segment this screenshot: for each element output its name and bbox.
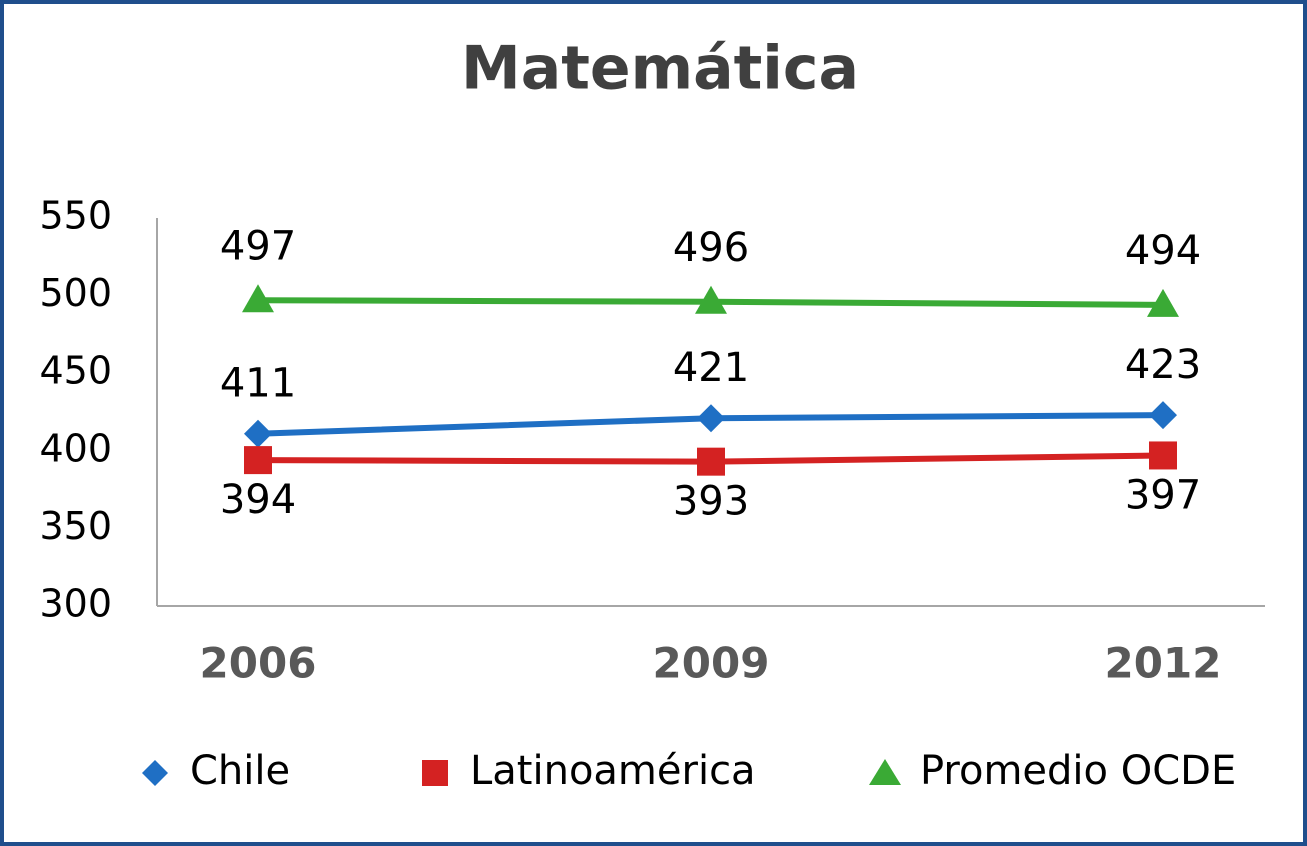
legend-label: Latinoamérica [470,748,756,794]
x-tick-label: 2012 [1105,639,1222,688]
y-tick-label: 300 [39,582,112,626]
data-label: 421 [673,345,749,391]
marker [242,284,274,313]
data-label: 423 [1125,342,1201,388]
data-label: 394 [220,477,296,523]
marker [1147,288,1179,317]
marker [244,446,272,475]
marker [1149,401,1177,430]
marker [244,419,272,448]
legend-label: Promedio OCDE [920,748,1236,794]
y-tick-label: 500 [39,271,112,315]
data-label: 397 [1125,472,1201,518]
y-tick-label: 550 [39,194,112,238]
y-tick-label: 350 [39,504,112,548]
data-label: 411 [220,361,296,407]
chart-title: Matemática [461,34,859,104]
legend-label: Chile [190,748,290,794]
marker [695,285,727,314]
data-label: 393 [673,479,749,525]
marker [697,404,725,433]
y-tick-label: 400 [39,426,112,470]
data-label: 497 [220,223,296,269]
y-tick-label: 450 [39,349,112,393]
data-label: 496 [673,225,749,271]
data-label: 494 [1125,228,1201,274]
marker [1149,441,1177,470]
legend-marker [422,760,448,786]
x-tick-label: 2009 [653,639,770,688]
x-tick-label: 2006 [200,639,317,688]
legend-marker [869,759,901,785]
legend-marker [142,760,168,786]
marker [697,447,725,476]
